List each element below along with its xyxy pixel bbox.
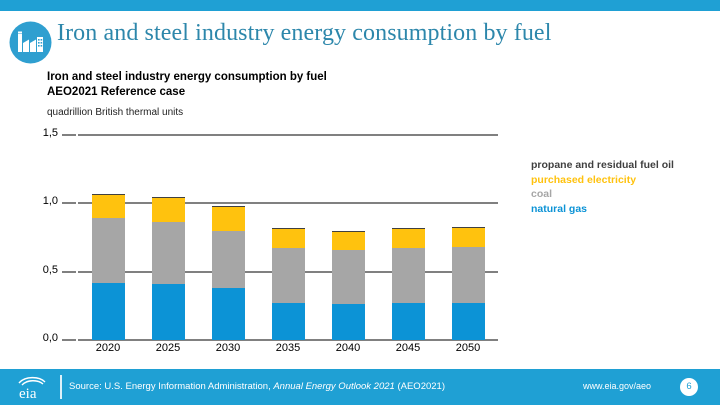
bar-2040 bbox=[331, 135, 365, 340]
gridline bbox=[78, 134, 498, 136]
bar-2020 bbox=[91, 135, 125, 340]
bar-segment-coal-2020 bbox=[91, 218, 125, 283]
page-footer: eia Source: U.S. Energy Information Admi… bbox=[0, 369, 720, 405]
bar-segment-gas-2050 bbox=[451, 303, 485, 340]
y-axis-tick bbox=[62, 134, 76, 136]
bar-segment-prop-2030 bbox=[211, 206, 245, 208]
page-header: Iron and steel industry energy consumpti… bbox=[0, 14, 720, 66]
bar-segment-gas-2040 bbox=[331, 304, 365, 340]
bar-segment-coal-2025 bbox=[151, 222, 185, 284]
bar-segment-coal-2040 bbox=[331, 249, 365, 305]
bar-segment-elec-2020 bbox=[91, 195, 125, 219]
bar-segment-elec-2035 bbox=[271, 229, 305, 249]
bar-2050 bbox=[451, 135, 485, 340]
y-axis-label: 1,5 bbox=[42, 127, 58, 139]
y-axis-label: 1,0 bbox=[42, 195, 58, 208]
svg-text:eia: eia bbox=[19, 386, 37, 401]
gridline bbox=[78, 202, 498, 205]
bar-segment-prop-2050 bbox=[451, 226, 485, 228]
x-axis-label-2020: 2020 bbox=[95, 342, 121, 354]
top-accent-bar bbox=[0, 0, 720, 11]
bar-segment-prop-2020 bbox=[91, 193, 125, 196]
source-citation: Source: U.S. Energy Information Administ… bbox=[69, 381, 445, 392]
bar-segment-gas-2020 bbox=[91, 282, 125, 340]
y-axis-tick bbox=[62, 270, 76, 273]
legend-item-1: purchased electricity bbox=[531, 173, 637, 186]
bar-segment-elec-2030 bbox=[211, 207, 245, 231]
x-axis-label-2035: 2035 bbox=[275, 342, 301, 354]
page-number-badge: 6 bbox=[680, 378, 698, 396]
bar-segment-gas-2030 bbox=[211, 288, 245, 340]
source-suffix: (AEO2021) bbox=[394, 381, 445, 392]
legend-item-3: natural gas bbox=[531, 202, 588, 215]
y-axis-label: 0,0 bbox=[42, 332, 58, 344]
legend-item-0: propane and residual fuel oil bbox=[531, 159, 674, 171]
site-url-link[interactable]: www.eia.gov/aeo bbox=[583, 381, 652, 391]
bar-segment-prop-2025 bbox=[151, 196, 185, 198]
bar-segment-gas-2025 bbox=[151, 283, 185, 340]
bar-segment-gas-2045 bbox=[391, 303, 425, 340]
bar-segment-coal-2050 bbox=[451, 247, 485, 304]
page-title: Iron and steel industry energy consumpti… bbox=[57, 20, 552, 46]
eia-logo: eia bbox=[12, 374, 54, 402]
y-axis-tick bbox=[62, 339, 76, 341]
chart-legend: propane and residual fuel oil purchased e… bbox=[531, 158, 720, 216]
bar-segment-elec-2050 bbox=[451, 227, 485, 248]
y-axis-label: 0,5 bbox=[42, 263, 58, 276]
chart-title-line: Iron and steel industry energy consumpti… bbox=[47, 71, 327, 83]
factory-icon bbox=[9, 21, 52, 64]
footer-divider bbox=[60, 375, 62, 399]
bar-2025 bbox=[151, 135, 185, 340]
bar-segment-elec-2040 bbox=[331, 232, 365, 250]
chart-plot-area: 0,0 0,5 1,0 1,5 2020 2025 2030 2035 2040 2045 2050 bbox=[43, 127, 498, 354]
bar-segment-prop-2035 bbox=[271, 227, 305, 230]
x-axis-label-2050: 2050 bbox=[455, 342, 481, 354]
bar-2035 bbox=[271, 135, 305, 340]
y-axis-tick bbox=[62, 202, 76, 205]
bar-segment-coal-2030 bbox=[211, 230, 245, 289]
bar-2030 bbox=[211, 135, 245, 340]
bar-2045 bbox=[391, 135, 425, 340]
legend-item-2: coal bbox=[531, 188, 553, 200]
source-publication: Annual Energy Outlook 2021 bbox=[273, 381, 395, 392]
stacked-bar-chart: 0,0 0,5 1,0 1,5 2020 2025 2030 2035 2040 2045 2050 bbox=[0, 120, 720, 355]
x-axis-label-2025: 2025 bbox=[155, 342, 181, 354]
x-axis-label-2040: 2040 bbox=[335, 342, 361, 354]
bar-segment-elec-2045 bbox=[391, 229, 425, 249]
x-axis-label-2045: 2045 bbox=[395, 342, 421, 354]
chart-units-label: quadrillion British thermal units bbox=[47, 107, 184, 118]
source-prefix: Source: U.S. Energy Information Administ… bbox=[69, 381, 274, 392]
bar-segment-coal-2045 bbox=[391, 248, 425, 304]
bar-segment-gas-2035 bbox=[271, 303, 305, 340]
x-axis-label-2030: 2030 bbox=[215, 342, 241, 354]
chart-case-line: AEO2021 Reference case bbox=[47, 86, 186, 98]
bar-segment-elec-2025 bbox=[151, 197, 185, 223]
bar-segment-prop-2045 bbox=[391, 227, 425, 230]
chart-subtitle-block: Iron and steel industry energy consumpti… bbox=[47, 70, 547, 118]
gridline bbox=[78, 339, 498, 341]
bar-segment-coal-2035 bbox=[271, 248, 305, 304]
bar-segment-prop-2040 bbox=[331, 230, 365, 233]
